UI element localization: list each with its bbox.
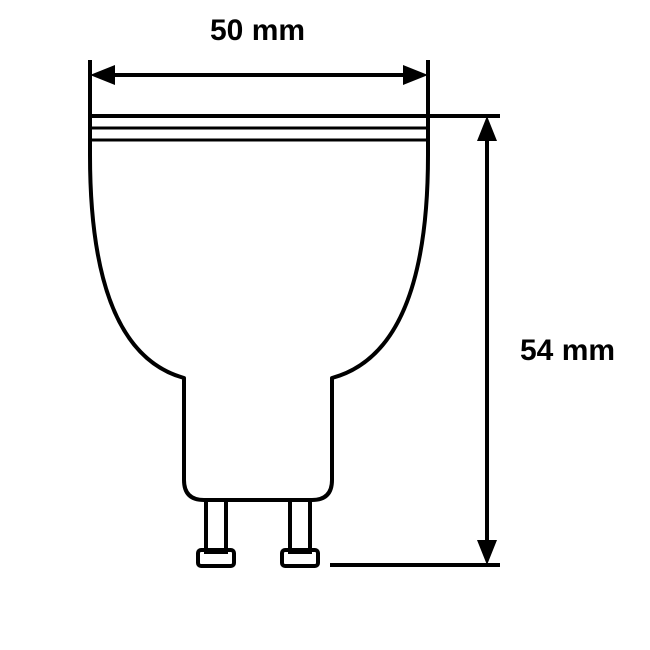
- width-arrow-right: [403, 65, 428, 85]
- bulb-outline: [90, 116, 428, 500]
- width-arrow-left: [90, 65, 115, 85]
- height-arrow-bottom: [477, 540, 497, 565]
- pin-left: [198, 500, 234, 566]
- bulb-dimension-diagram: 50 mm 54 mm: [0, 0, 650, 650]
- height-arrow-top: [477, 116, 497, 141]
- width-dim-label: 50 mm: [210, 14, 305, 47]
- height-dim-label: 54 mm: [520, 334, 615, 367]
- diagram-svg: 50 mm 54 mm: [0, 0, 650, 650]
- pin-right: [282, 500, 318, 566]
